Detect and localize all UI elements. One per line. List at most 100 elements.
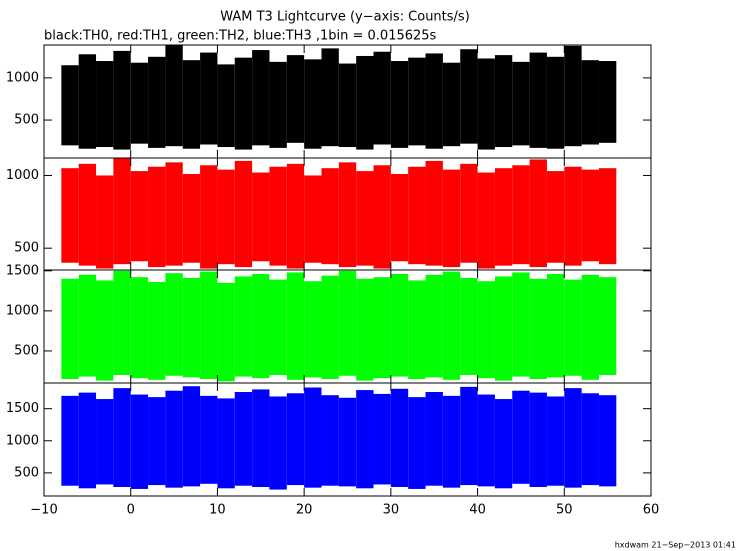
range-bar xyxy=(546,396,565,486)
range-bar xyxy=(61,395,79,486)
range-bar xyxy=(408,280,426,379)
range-bar xyxy=(529,52,547,148)
x-tick-label: 50 xyxy=(556,503,573,518)
range-bar xyxy=(598,61,617,143)
range-bar xyxy=(408,397,426,489)
x-tick-label: 30 xyxy=(383,503,400,518)
range-bar xyxy=(148,397,166,486)
y-tick-label: 1000 xyxy=(6,168,39,183)
range-bar xyxy=(460,163,478,263)
range-bar xyxy=(408,57,426,146)
range-bar xyxy=(425,391,443,486)
range-bar xyxy=(269,61,287,148)
range-bar xyxy=(564,279,582,376)
range-bar xyxy=(217,398,235,489)
range-bar xyxy=(460,278,478,375)
range-bar xyxy=(304,281,322,378)
range-bar xyxy=(252,274,270,379)
range-bar xyxy=(390,274,409,377)
range-bar xyxy=(494,399,513,489)
range-bar xyxy=(425,53,443,149)
range-bar xyxy=(442,271,461,380)
range-bar xyxy=(130,62,149,144)
range-bar xyxy=(321,395,339,486)
y-tick-label: 500 xyxy=(14,465,39,480)
range-bar xyxy=(234,57,253,150)
panel-frame xyxy=(43,382,652,497)
range-bar xyxy=(442,395,461,488)
range-bar xyxy=(130,394,149,489)
range-bar xyxy=(408,166,426,265)
range-bar xyxy=(390,174,409,262)
range-bar xyxy=(269,396,287,490)
range-bar xyxy=(78,274,97,377)
range-bar xyxy=(546,274,565,378)
range-bar xyxy=(425,274,443,378)
range-bar xyxy=(252,172,270,262)
range-bar xyxy=(390,61,409,148)
x-tick-label: 10 xyxy=(209,503,226,518)
range-bar xyxy=(96,399,114,485)
range-bar xyxy=(477,281,495,379)
range-bar xyxy=(546,56,565,149)
x-tick-label: −10 xyxy=(30,503,57,518)
range-bar xyxy=(529,392,547,488)
y-tick-label: 500 xyxy=(14,241,39,256)
range-bar xyxy=(200,165,218,269)
range-bar xyxy=(373,393,391,485)
range-bar xyxy=(321,48,339,147)
range-bar xyxy=(356,278,374,381)
range-bar xyxy=(96,175,114,269)
y-tick-label: 1500 xyxy=(6,401,39,416)
range-bar xyxy=(356,390,374,489)
range-bar xyxy=(130,171,149,262)
range-bar xyxy=(598,395,617,487)
range-bar xyxy=(252,389,270,488)
range-bar xyxy=(373,51,391,145)
range-bar xyxy=(234,391,253,486)
y-tick-label: 1000 xyxy=(6,303,39,318)
range-bar xyxy=(564,45,582,147)
range-bar xyxy=(217,169,235,265)
range-bar xyxy=(96,280,114,381)
y-tick-label: 1500 xyxy=(6,263,39,278)
range-bar xyxy=(200,271,218,379)
x-tick-label: 60 xyxy=(643,503,660,518)
range-bar xyxy=(356,55,374,150)
y-tick-label: 500 xyxy=(14,113,39,128)
range-bar xyxy=(442,62,461,147)
range-bar xyxy=(512,61,530,146)
range-bar xyxy=(321,275,339,379)
range-bar xyxy=(96,61,114,148)
range-bar xyxy=(200,52,218,145)
range-bar xyxy=(373,165,391,269)
range-bar xyxy=(529,278,547,379)
range-bar xyxy=(78,392,97,489)
range-bar xyxy=(286,55,305,143)
range-bar xyxy=(564,166,582,266)
range-bar xyxy=(165,45,183,147)
range-bar xyxy=(130,277,149,379)
chart-subtitle: black:TH0, red:TH1, green:TH2, blue:TH3 … xyxy=(44,29,437,44)
y-tick-label: 1000 xyxy=(6,433,39,448)
footer: hxdwam 21−Sep−2013 01:41 xyxy=(615,541,736,550)
range-bar xyxy=(494,55,513,148)
range-bar xyxy=(61,65,79,146)
range-bar xyxy=(581,60,599,145)
range-bar xyxy=(286,272,305,380)
range-bar xyxy=(338,162,357,268)
range-bar xyxy=(113,270,131,375)
range-bar xyxy=(78,54,97,149)
range-bar xyxy=(234,160,253,268)
range-bar xyxy=(234,276,253,377)
y-tick-label: 500 xyxy=(14,343,39,358)
range-bar xyxy=(217,282,235,382)
range-bar xyxy=(148,282,166,380)
y-tick-label: 1000 xyxy=(6,70,39,85)
range-bar xyxy=(165,162,183,266)
range-bar xyxy=(477,172,495,269)
range-bar xyxy=(512,390,530,484)
range-bar xyxy=(113,388,131,488)
range-bar xyxy=(598,168,617,265)
range-bar xyxy=(304,175,322,263)
